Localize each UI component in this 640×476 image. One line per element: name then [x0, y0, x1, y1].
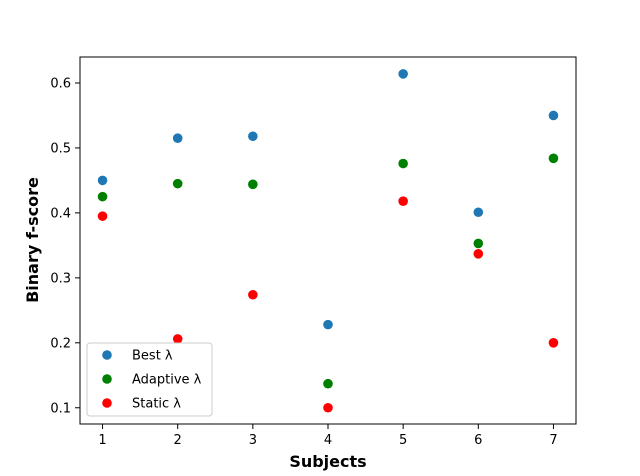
data-point [398, 158, 408, 169]
x-tick-label: 4 [324, 433, 332, 448]
data-point [473, 207, 484, 218]
data-point [548, 153, 559, 164]
data-point [248, 289, 258, 300]
legend-marker [102, 350, 112, 360]
data-point [548, 338, 559, 348]
data-point [398, 196, 408, 207]
y-tick-label: 0.1 [50, 401, 71, 416]
data-point [473, 238, 484, 249]
data-point [172, 334, 183, 344]
data-point [323, 319, 333, 330]
y-tick-label: 0.3 [50, 271, 71, 286]
x-tick-label: 5 [399, 433, 407, 448]
x-tick-label: 6 [474, 433, 482, 448]
x-axis-title: Subjects [289, 452, 366, 471]
data-point [172, 178, 183, 189]
data-point [548, 110, 559, 121]
y-tick-label: 0.2 [50, 336, 71, 351]
data-point [473, 249, 484, 259]
legend-marker [102, 398, 112, 408]
legend-label: Best λ [132, 349, 173, 364]
data-point [97, 211, 108, 221]
data-points [97, 69, 559, 413]
data-point [398, 69, 408, 79]
x-tick-label: 7 [549, 433, 557, 448]
legend-marker [102, 374, 112, 384]
y-tick-label: 0.4 [50, 206, 71, 221]
y-axis-title: Binary f-score [23, 177, 42, 303]
x-tick-label: 2 [174, 433, 182, 448]
legend-label: Adaptive λ [132, 373, 202, 388]
data-point [97, 175, 108, 186]
legend-box [86, 342, 213, 417]
data-point [323, 378, 333, 389]
data-point [323, 402, 333, 413]
data-point [172, 133, 183, 143]
legend: Best λ Adaptive λ Static λ [86, 342, 213, 417]
legend-label: Static λ [132, 397, 181, 412]
x-tick-label: 3 [249, 433, 257, 448]
data-point [97, 191, 108, 202]
data-point [248, 179, 258, 190]
x-tick-label: 1 [98, 433, 106, 448]
y-tick-label: 0.5 [50, 141, 71, 156]
data-point [248, 131, 258, 142]
y-tick-label: 0.6 [50, 76, 71, 91]
x-axis-ticks: 1 2 3 4 5 6 7 [98, 424, 558, 448]
y-axis-ticks: 0.1 0.2 0.3 0.4 0.5 0.6 [50, 76, 80, 416]
